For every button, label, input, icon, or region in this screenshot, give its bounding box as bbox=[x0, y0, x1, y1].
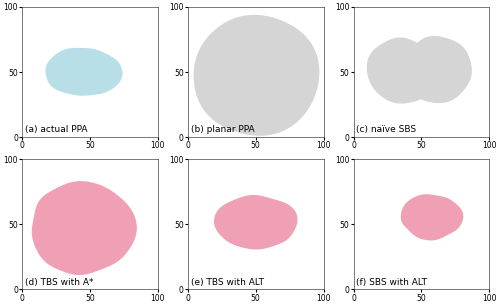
Text: (e) TBS with ALT: (e) TBS with ALT bbox=[190, 278, 264, 287]
Text: (d) TBS with A*: (d) TBS with A* bbox=[25, 278, 94, 287]
Polygon shape bbox=[214, 196, 297, 249]
Polygon shape bbox=[194, 16, 318, 135]
Text: (c) naïve SBS: (c) naïve SBS bbox=[356, 125, 416, 134]
Text: (a) actual PPA: (a) actual PPA bbox=[25, 125, 88, 134]
Text: (f) SBS with ALT: (f) SBS with ALT bbox=[356, 278, 428, 287]
Text: (b) planar PPA: (b) planar PPA bbox=[190, 125, 254, 134]
Polygon shape bbox=[46, 49, 122, 95]
Polygon shape bbox=[402, 195, 462, 240]
Polygon shape bbox=[368, 38, 436, 103]
Polygon shape bbox=[403, 37, 471, 103]
Polygon shape bbox=[32, 182, 136, 274]
